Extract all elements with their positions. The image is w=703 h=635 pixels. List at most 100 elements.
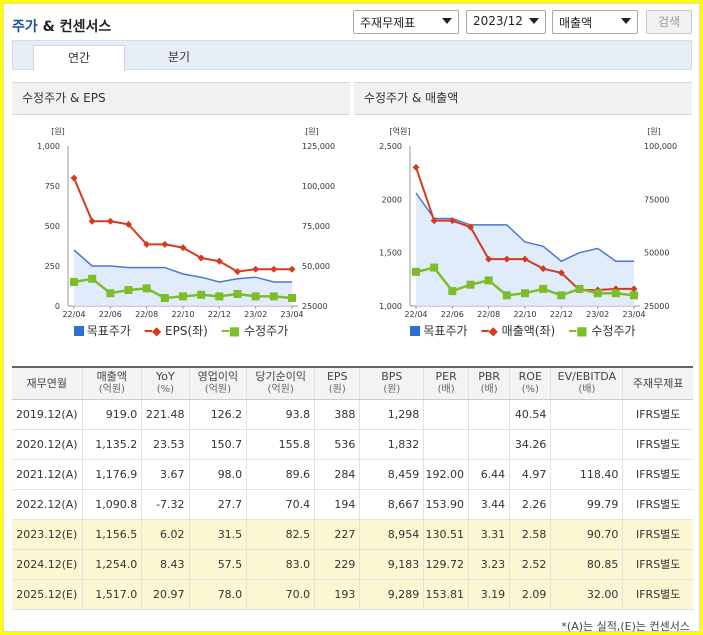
left-tick-label: 1,000 xyxy=(37,142,60,151)
table-cell: 9,289 xyxy=(359,579,424,610)
left-series-point xyxy=(70,174,78,182)
table-cell: 194 xyxy=(314,489,360,520)
adjusted-price-point xyxy=(88,274,97,283)
table-cell: -7.32 xyxy=(141,489,190,520)
column-header: 매출액 (억원) xyxy=(81,366,142,400)
table-cell xyxy=(423,429,469,460)
legend-sales: ━◆ 매출액(좌) xyxy=(481,324,556,338)
table-cell: 3.31 xyxy=(468,519,510,550)
left-series-point xyxy=(252,265,260,273)
column-header-unit: (%) xyxy=(521,384,539,396)
table-cell: 70.4 xyxy=(246,489,315,520)
table-cell: 126.2 xyxy=(188,399,247,430)
table-cell: 229 xyxy=(314,549,360,580)
column-header-label: YoY xyxy=(156,370,175,384)
period-value: 2023/12 xyxy=(473,14,523,28)
column-header-label: 영업이익 xyxy=(197,370,239,384)
left-tick-label: 750 xyxy=(45,182,60,191)
period-select[interactable]: 2023/12 xyxy=(466,10,546,34)
chevron-down-icon xyxy=(621,18,631,24)
left-series-point xyxy=(88,217,96,225)
adjusted-price-point xyxy=(215,292,224,301)
table-cell: 40.54 xyxy=(509,399,551,430)
column-header-label: EV/EBITDA xyxy=(557,370,617,384)
left-series-point xyxy=(412,163,420,171)
column-header: YoY (%) xyxy=(141,366,190,400)
left-series-point xyxy=(430,217,438,225)
adjusted-price-point xyxy=(197,290,206,299)
left-series-point xyxy=(234,268,241,276)
left-series-point xyxy=(539,265,547,273)
left-series-point xyxy=(288,265,296,273)
legend-adjusted-price: ━■ 수정주가 xyxy=(569,324,636,338)
left-series-point xyxy=(467,223,474,231)
x-tick-label: 22/04 xyxy=(404,310,427,319)
adjusted-price-point xyxy=(484,276,493,285)
table-cell: 129.72 xyxy=(423,549,469,580)
column-header-label: 매출액 xyxy=(96,370,128,384)
legend-label: EPS(좌) xyxy=(165,324,208,338)
column-header: EV/EBITDA (배) xyxy=(550,366,623,400)
table-cell: 89.6 xyxy=(246,459,315,490)
column-header: 재무연월 xyxy=(12,366,82,400)
table-cell: 34.26 xyxy=(509,429,551,460)
column-header-unit: (원) xyxy=(383,384,401,396)
table-cell: 2.52 xyxy=(509,549,551,580)
table-cell: 83.0 xyxy=(246,549,315,580)
column-header-label: PER xyxy=(435,370,457,384)
column-header-label: 당기순이익 xyxy=(255,370,306,384)
adjusted-price-point xyxy=(251,292,260,301)
chart-svg: [억원] [원] 2,500 2000 1,500 1,000 100,000 75000 50… xyxy=(379,126,677,319)
table-cell: 31.5 xyxy=(188,519,247,550)
table-cell: IFRS별도 xyxy=(622,399,693,430)
table-cell: 536 xyxy=(314,429,360,460)
chevron-down-icon xyxy=(529,18,539,24)
column-header-label: 주재무제표 xyxy=(632,376,684,390)
left-tick-label: 2,500 xyxy=(379,142,402,151)
adjusted-price-point xyxy=(179,292,187,301)
table-cell: 70.0 xyxy=(246,579,315,610)
adjusted-price-point xyxy=(466,280,475,289)
table-cell: 227 xyxy=(314,519,360,550)
column-header-unit: (억원) xyxy=(267,384,294,396)
x-tick-label: 23/04 xyxy=(622,310,645,319)
table-cell xyxy=(468,429,510,460)
metric-value: 매출액 xyxy=(559,16,593,30)
table-cell: 93.8 xyxy=(246,399,315,430)
title-main: 주가 xyxy=(12,19,38,35)
tab-annual[interactable]: 연간 xyxy=(33,45,125,71)
table-cell: IFRS별도 xyxy=(622,429,693,460)
x-tick-label: 23/02 xyxy=(244,310,267,319)
table-cell: 8,954 xyxy=(359,519,424,550)
column-header-unit: (배) xyxy=(480,384,498,396)
left-series-point xyxy=(485,255,493,263)
left-axis-unit: [억원] xyxy=(390,126,411,136)
x-tick-label: 22/12 xyxy=(208,310,231,319)
left-series-point xyxy=(448,217,456,225)
legend-eps: ━◆ EPS(좌) xyxy=(144,324,208,338)
table-row: 2023.12(E) 1,156.5 6.02 31.5 82.5 227 8,954 130… xyxy=(12,519,693,550)
table-cell: 118.40 xyxy=(550,459,623,490)
chevron-down-icon xyxy=(442,18,452,24)
table-cell: 221.48 xyxy=(141,399,190,430)
table-cell: 78.0 xyxy=(188,579,247,610)
metric-select[interactable]: 매출액 xyxy=(552,10,638,34)
table-cell: 8,459 xyxy=(359,459,424,490)
right-tick-label: 125,000 xyxy=(302,142,335,151)
search-button[interactable]: 검색 xyxy=(646,10,692,34)
legend-label: 수정주가 xyxy=(244,324,289,338)
chart-price-eps: 수정주가 & EPS [원] [원] 1,000 750 500 250 0 125,000 1… xyxy=(12,82,350,340)
chart-title: 수정주가 & EPS xyxy=(12,82,350,115)
table-cell: 153.81 xyxy=(423,579,469,610)
table-cell: 2025.12(E) xyxy=(12,579,82,610)
adjusted-price-point xyxy=(557,291,566,300)
table-row: 2022.12(A) 1,090.8 -7.32 27.7 70.4 194 8,667 15… xyxy=(12,489,693,520)
adjusted-price-point xyxy=(521,289,529,298)
report-type-select[interactable]: 주재무제표 xyxy=(353,10,459,34)
tab-quarterly[interactable]: 분기 xyxy=(167,50,191,64)
left-series-point xyxy=(557,269,565,277)
target-price-area xyxy=(416,192,634,306)
table-cell: 4.97 xyxy=(509,459,551,490)
table-cell: 130.51 xyxy=(423,519,469,550)
chart-legend: 목표주가 ━◆ 매출액(좌) ━■ 수정주가 xyxy=(354,322,692,339)
